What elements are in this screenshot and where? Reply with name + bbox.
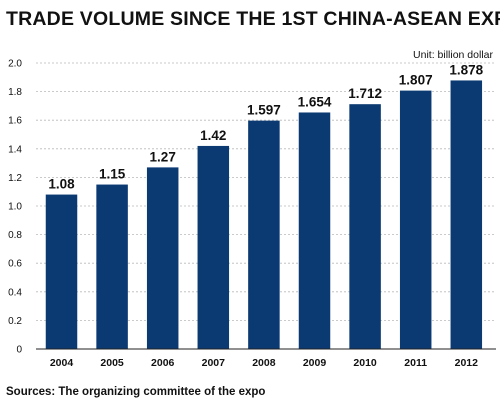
value-label-2006: 1.27 (150, 149, 176, 164)
bar-2004 (45, 194, 78, 349)
y-tick-label: 0.4 (8, 287, 22, 298)
x-tick-label-2010: 2010 (353, 357, 377, 369)
value-label-2011: 1.807 (399, 73, 433, 88)
bars (45, 80, 483, 350)
bar-2006 (146, 167, 179, 349)
x-tick-label-2005: 2005 (100, 357, 124, 369)
x-tick-label-2008: 2008 (252, 357, 276, 369)
y-tick-label: 1.4 (8, 144, 22, 155)
bar-2012 (450, 80, 483, 350)
x-tick-label-2012: 2012 (455, 357, 479, 369)
value-label-2012: 1.878 (449, 62, 483, 77)
chart-title: TRADE VOLUME SINCE THE 1ST CHINA-ASEAN E… (6, 8, 500, 30)
value-label-2010: 1.712 (348, 86, 382, 101)
y-tick-label: 1.6 (8, 116, 22, 127)
x-tick-label-2006: 2006 (151, 357, 175, 369)
y-tick-label: 1.2 (8, 173, 22, 184)
y-tick-label: 1.8 (8, 87, 22, 98)
y-tick-label: 1.0 (8, 202, 22, 213)
unit-label: Unit: billion dollar (413, 49, 493, 61)
bar-2005 (96, 184, 128, 349)
y-tick-label: 0.8 (8, 230, 22, 241)
x-tick-label-2004: 2004 (50, 357, 74, 369)
bar-2008 (248, 120, 280, 349)
bar-2007 (197, 145, 230, 349)
source-note: Sources: The organizing committee of the… (6, 386, 265, 398)
bar-2010 (349, 104, 381, 350)
y-tick-label: 0.2 (8, 316, 22, 327)
bar-2011 (399, 90, 432, 349)
value-label-2009: 1.654 (298, 94, 332, 109)
x-tick-label-2007: 2007 (202, 357, 226, 369)
value-label-2005: 1.15 (99, 167, 126, 182)
x-tick-label-2011: 2011 (404, 357, 427, 369)
y-tick-label: 0 (16, 345, 22, 356)
bar-2009 (298, 112, 331, 349)
value-labels: 1.08 1.15 1.27 1.42 1.597 1.654 1.712 1.807 1.87… (48, 62, 483, 191)
value-label-2008: 1.597 (247, 103, 281, 118)
y-axis-ticks: 0 0.2 0.4 0.6 0.8 1.0 1.2 1.4 1.6 1.8 2.0 (8, 59, 22, 356)
value-label-2004: 1.08 (48, 177, 75, 192)
x-tick-label-2009: 2009 (303, 357, 327, 369)
y-tick-label: 0.6 (8, 259, 22, 270)
x-axis-ticks: 2004 2005 2006 2007 2008 2009 2010 2011 2012 (50, 357, 478, 369)
y-tick-label: 2.0 (8, 59, 22, 70)
value-label-2007: 1.42 (200, 128, 226, 143)
